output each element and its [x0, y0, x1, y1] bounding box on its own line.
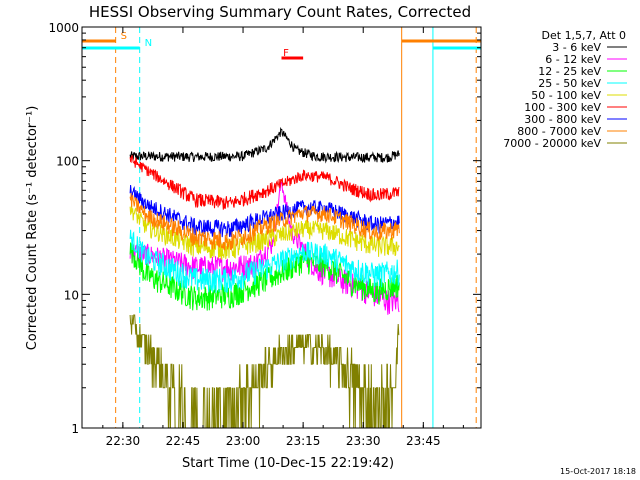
- y-tick-label-3: 1000: [48, 21, 79, 35]
- observing-flags: S N F: [82, 31, 481, 60]
- vertical-markers: [81, 27, 477, 428]
- x-tick-label-4: 23:30: [346, 434, 381, 448]
- legend-label-8: 7000 - 20000 keV: [503, 137, 601, 150]
- flag-label-N: N: [145, 38, 152, 49]
- series-line-0: [129, 126, 400, 164]
- legend-label-5: 100 - 300 keV: [524, 101, 601, 114]
- legend-header: Det 1,5,7, Att 0: [542, 29, 626, 42]
- legend-label-3: 25 - 50 keV: [538, 77, 601, 90]
- series-line-7: [129, 193, 400, 251]
- series-line-5: [129, 154, 400, 210]
- x-tick-label-5: 23:45: [406, 434, 441, 448]
- x-tick-label-1: 22:45: [166, 434, 201, 448]
- legend-label-6: 300 - 800 keV: [524, 113, 601, 126]
- plot-frame: [81, 26, 482, 429]
- series-line-3: [129, 229, 400, 294]
- y-tick-label-2: 100: [56, 155, 79, 169]
- legend-label-1: 6 - 12 keV: [545, 53, 601, 66]
- legend-label-4: 50 - 100 keV: [531, 89, 601, 102]
- y-axis-label: Corrected Count Rate (s⁻¹ detector⁻¹): [25, 106, 40, 351]
- series-lines: [129, 126, 400, 429]
- series-line-4: [129, 203, 400, 260]
- legend-label-0: 3 - 6 keV: [552, 41, 601, 54]
- axes: 22:30 22:45 23:00 23:15 23:30 23:45 1 10 100 1000: [48, 21, 481, 448]
- y-tick-label-0: 1: [71, 422, 79, 436]
- x-tick-label-3: 23:15: [286, 434, 321, 448]
- flag-label-F: F: [283, 48, 289, 59]
- legend-label-2: 12 - 25 keV: [538, 65, 601, 78]
- x-tick-label-0: 22:30: [106, 434, 141, 448]
- series-line-6: [129, 184, 400, 239]
- flag-label-S: S: [121, 31, 127, 42]
- x-axis-label: Start Time (10-Dec-15 22:19:42): [182, 456, 394, 471]
- legend-label-7: 800 - 7000 keV: [517, 125, 601, 138]
- timestamp: 15-Oct-2017 18:18: [560, 467, 636, 476]
- y-tick-label-1: 10: [64, 288, 79, 302]
- chart-title: HESSI Observing Summary Count Rates, Cor…: [89, 3, 471, 21]
- series-line-8: [129, 314, 400, 429]
- x-tick-label-2: 23:00: [226, 434, 261, 448]
- series-line-2: [129, 242, 400, 311]
